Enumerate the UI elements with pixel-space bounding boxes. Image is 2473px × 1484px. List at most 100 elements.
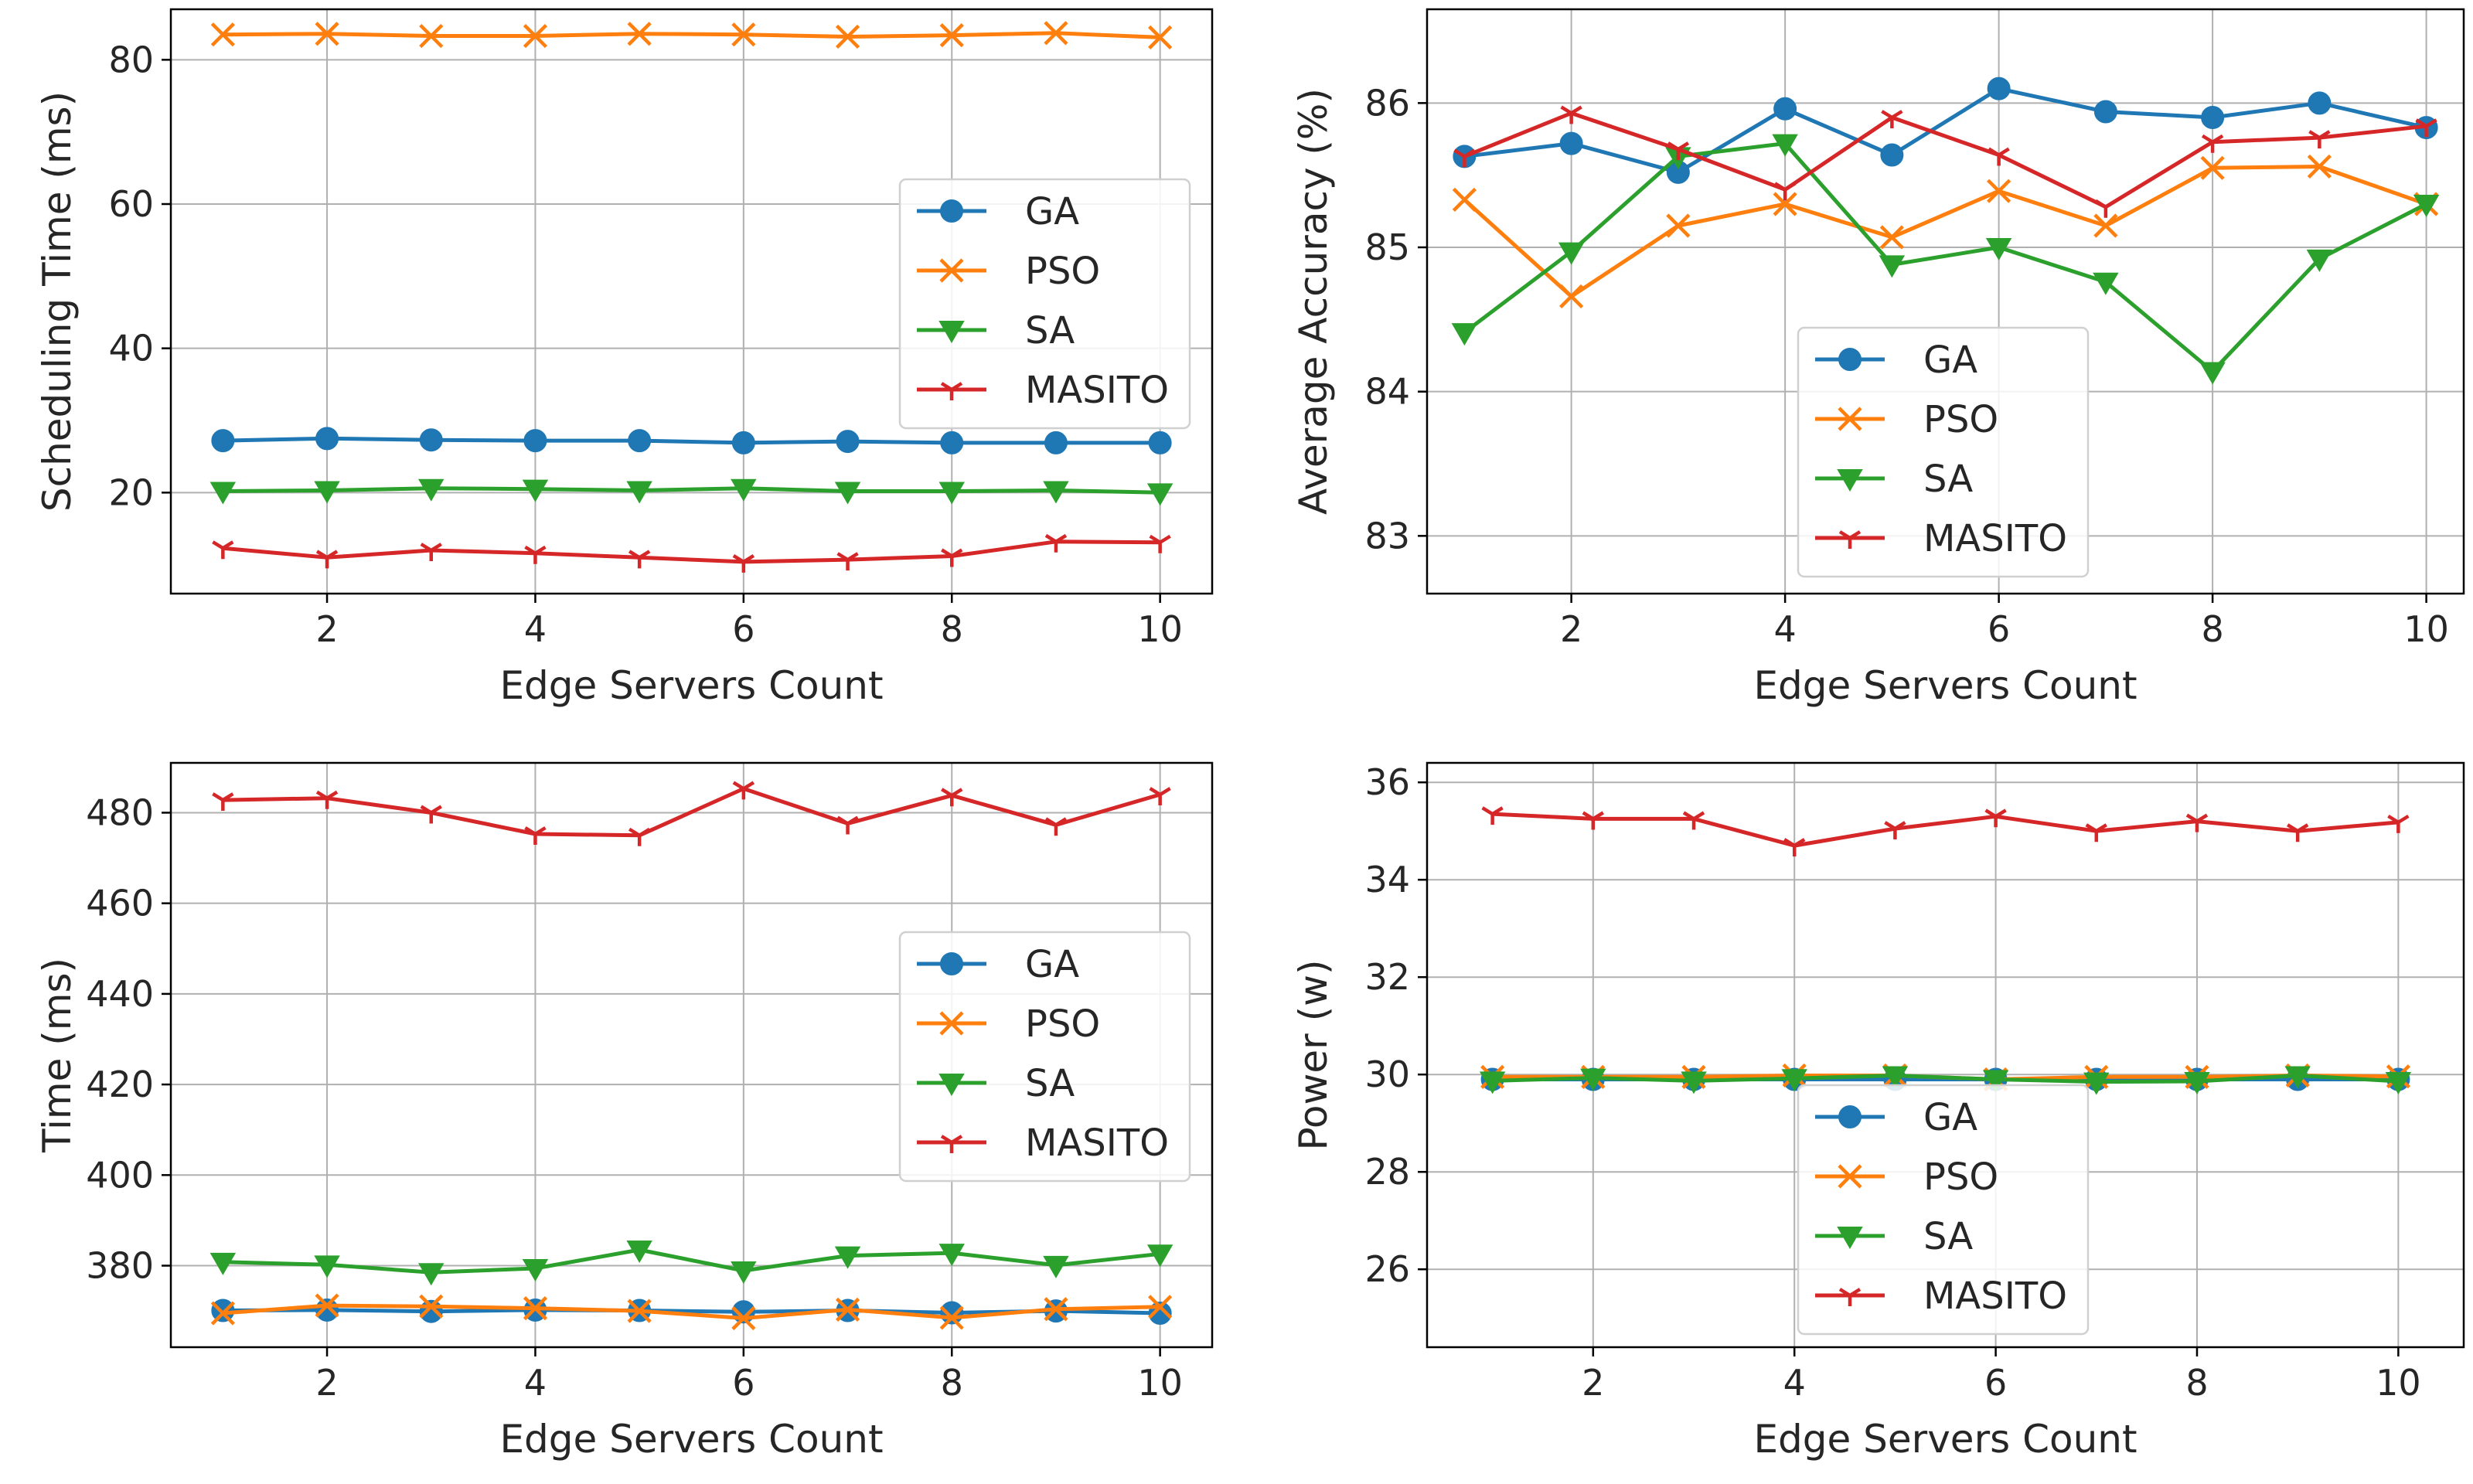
series-masito-line xyxy=(1492,812,2399,848)
x-tick-label: 4 xyxy=(524,1362,547,1404)
series-masito-point xyxy=(1783,838,1806,857)
series-ga-point xyxy=(836,430,860,454)
y-tick-label: 400 xyxy=(86,1154,154,1196)
y-axis-label: Average Accuracy (%) xyxy=(1291,88,1336,515)
series-sa-point xyxy=(1043,1255,1069,1278)
series-masito-line xyxy=(223,539,1160,564)
series-sa-point xyxy=(1772,134,1798,157)
legend-sa-label: SA xyxy=(1923,458,1973,501)
y-tick-label: 84 xyxy=(1364,371,1410,413)
series-ga-point xyxy=(731,431,755,454)
x-tick-label: 10 xyxy=(2376,1362,2421,1404)
x-tick-label: 6 xyxy=(1988,608,2010,650)
x-tick-label: 10 xyxy=(1137,608,1183,650)
series-masito-point xyxy=(1453,148,1476,168)
y-tick-label: 20 xyxy=(108,471,154,513)
series-pso-line xyxy=(223,31,1160,39)
x-axis-label: Edge Servers Count xyxy=(1753,663,2137,708)
series-masito-line xyxy=(1463,111,2427,209)
plot-frame xyxy=(1426,761,2465,1349)
x-tick-label: 8 xyxy=(2185,1362,2208,1404)
series-ga-point xyxy=(2201,106,2225,129)
series-ga-point xyxy=(419,1299,443,1323)
series-sa-point xyxy=(2413,195,2440,218)
series-sa-point xyxy=(938,1244,965,1267)
series-ga-point xyxy=(628,429,652,453)
series-sa-point xyxy=(834,1246,861,1269)
series-sa-point xyxy=(209,482,237,505)
series-pso-point xyxy=(731,22,756,47)
y-tick-label: 460 xyxy=(86,883,154,924)
series-pso-point xyxy=(1559,284,1584,309)
series-masito-point xyxy=(1044,533,1068,553)
series-masito-point xyxy=(1988,147,2010,166)
series-ga-point xyxy=(1148,431,1172,454)
series-sa-point xyxy=(2184,1072,2210,1095)
x-axis-label: Edge Servers Count xyxy=(499,663,883,708)
legend-frame xyxy=(1797,1084,2090,1336)
series-sa-point xyxy=(1982,1070,2009,1093)
legend-masito-label: MASITO xyxy=(1025,1122,1169,1165)
series-masito-point xyxy=(1773,182,1797,201)
series-masito-point xyxy=(2094,199,2117,218)
series-masito-point xyxy=(524,545,547,564)
y-tick-label: 40 xyxy=(108,328,154,369)
series-pso-point xyxy=(1044,1297,1068,1322)
series-sa-point xyxy=(834,482,861,505)
series-pso-point xyxy=(210,1301,235,1326)
series-pso-point xyxy=(523,1296,548,1321)
series-pso-point xyxy=(939,23,964,48)
legend-pso-marker xyxy=(1838,407,1862,431)
series-pso-point xyxy=(1879,225,1904,250)
series-masito-point xyxy=(1884,821,1906,840)
series-sa-point xyxy=(626,1241,652,1264)
legend-pso-label: PSO xyxy=(1923,398,1998,441)
y-tick-label: 32 xyxy=(1364,956,1410,998)
x-tick-label: 10 xyxy=(1137,1362,1183,1404)
series-ga-point xyxy=(419,428,443,452)
plot-frame xyxy=(169,8,1214,595)
series-masito-point xyxy=(941,548,963,567)
series-masito-point xyxy=(2415,118,2437,138)
series-pso-point xyxy=(1666,213,1691,238)
series-sa-point xyxy=(418,1263,445,1286)
series-sa-point xyxy=(314,481,340,504)
series-pso-point xyxy=(315,22,339,46)
legend-ga-marker xyxy=(940,199,963,223)
legend-sa-label: SA xyxy=(1025,1062,1075,1105)
series-masito-point xyxy=(212,540,234,560)
series-masito-point xyxy=(941,788,963,807)
x-tick-label: 2 xyxy=(1582,1362,1604,1404)
y-tick-label: 86 xyxy=(1364,82,1410,124)
legend-ga-label: GA xyxy=(1025,943,1079,986)
series-masito-point xyxy=(1881,110,1903,128)
legend-masito-label: MASITO xyxy=(1025,369,1169,412)
x-tick-label: 6 xyxy=(732,1362,755,1404)
series-pso-point xyxy=(1148,25,1173,49)
y-tick-label: 380 xyxy=(86,1245,154,1287)
series-sa-point xyxy=(731,1261,757,1284)
series-masito-point xyxy=(212,792,234,812)
series-sa-point xyxy=(1558,242,1585,265)
series-pso-point xyxy=(419,23,444,49)
plot-frame xyxy=(169,761,1214,1349)
series-masito-point xyxy=(315,790,339,809)
legend-sa-label: SA xyxy=(1923,1215,1973,1258)
series-sa-point xyxy=(1580,1068,1606,1091)
x-axis-label: Edge Servers Count xyxy=(1753,1417,2137,1462)
x-tick-label: 4 xyxy=(1783,1362,1806,1404)
series-sa-line xyxy=(1463,141,2427,373)
series-pso-point xyxy=(523,23,548,49)
x-tick-label: 4 xyxy=(524,608,547,650)
series-pso-point xyxy=(731,1305,756,1331)
series-sa-point xyxy=(2284,1066,2311,1089)
series-ga-point xyxy=(940,431,964,454)
series-ga-point xyxy=(940,1301,964,1325)
series-sa-point xyxy=(938,482,965,505)
legend-frame xyxy=(1797,326,2090,578)
series-sa-point xyxy=(1043,481,1069,504)
x-tick-label: 2 xyxy=(315,608,338,650)
series-pso-point xyxy=(2307,154,2332,179)
series-masito-point xyxy=(1560,105,1582,124)
legend-ga-marker xyxy=(1838,1105,1862,1128)
